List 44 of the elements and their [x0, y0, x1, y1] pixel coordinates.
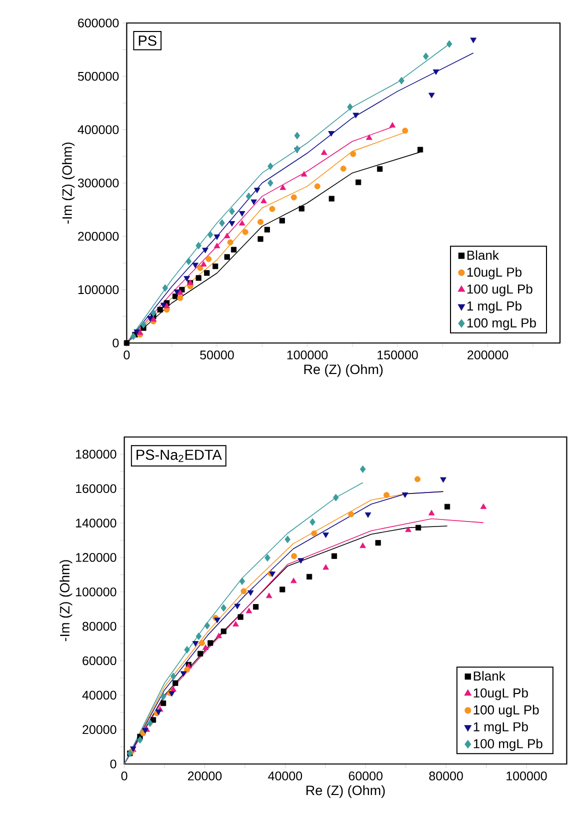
legend-label: 100 mgL Pb [467, 318, 536, 330]
y-tick-label: 100000 [76, 587, 116, 596]
y-tick-label: 0 [110, 760, 116, 768]
x-tick-label: 150000 [378, 350, 418, 360]
x-tick-label: 0 [121, 772, 128, 780]
y-tick-label: 40000 [82, 690, 116, 700]
x-tick-label: 50000 [200, 350, 234, 360]
legend-label: Blank [467, 250, 499, 260]
x-axis-title: Re (Z) (Ohm) [304, 364, 383, 377]
x-tick-label: 40000 [268, 772, 302, 780]
x-tick-label: 20000 [188, 772, 222, 780]
y-tick-label: 300000 [78, 178, 119, 188]
legend-label: 1 mgL Pb [467, 301, 522, 314]
legend-label: 100 mgL Pb [474, 738, 542, 751]
y-axis-title: -Im (Z) (Ohm) [62, 142, 75, 224]
y-tick-label: 400000 [78, 125, 119, 134]
legend-label: 1 mgL Pb [474, 722, 528, 734]
x-tick-label: 100000 [287, 350, 328, 360]
x-tick-label: 0 [124, 350, 130, 360]
y-tick-label: 60000 [82, 656, 116, 666]
legend-label: Blank [474, 671, 506, 681]
x-axis-title: Re (Z) (Ohm) [306, 785, 385, 798]
x-tick-label: 80000 [429, 772, 463, 780]
y-tick-label: 500000 [78, 72, 119, 81]
y-tick-label: 0 [112, 338, 119, 348]
y-tick-label: 180000 [76, 450, 116, 459]
text: PS-Na$_{2}$EDTA [136, 450, 222, 462]
x-tick-label: 100000 [506, 772, 547, 780]
y-tick-label: 120000 [76, 553, 116, 562]
x-tick-label: 200000 [468, 350, 508, 360]
legend-label: 100 ugL Pb [474, 704, 539, 718]
legend-label: 100 ugL Pb [467, 284, 532, 296]
y-tick-label: 20000 [82, 725, 116, 734]
text: PS [138, 35, 156, 46]
y-tick-label: 160000 [76, 484, 116, 494]
y-axis-title: -Im (Z) (Ohm) [60, 560, 72, 642]
y-tick-label: 600000 [78, 18, 119, 28]
y-tick-label: 80000 [82, 622, 116, 631]
y-tick-label: 200000 [78, 232, 119, 241]
legend-label: 10ugL Pb [467, 267, 522, 280]
legend-label: 10ugL Pb [474, 688, 528, 700]
y-tick-label: 140000 [76, 518, 116, 528]
y-tick-label: 100000 [78, 285, 119, 294]
x-tick-label: 60000 [348, 772, 382, 780]
